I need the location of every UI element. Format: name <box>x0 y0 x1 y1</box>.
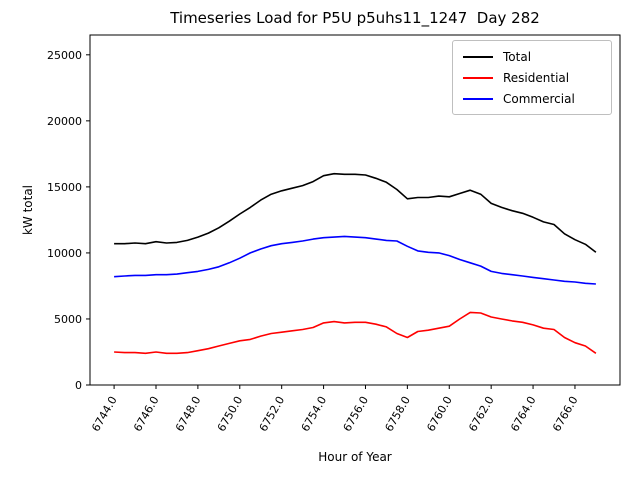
legend-item-total: Total <box>463 46 601 67</box>
y-tick-label: 15000 <box>47 181 82 194</box>
legend-label-commercial: Commercial <box>503 91 575 106</box>
series-line-commercial <box>114 235 596 285</box>
x-tick-label: 6750.0 <box>215 394 246 434</box>
y-tick-label: 5000 <box>54 313 82 326</box>
x-axis-label: Hour of Year <box>318 450 392 464</box>
y-tick-label: 25000 <box>47 49 82 62</box>
legend-label-residential: Residential <box>503 70 570 85</box>
y-tick-label: 0 <box>75 379 82 392</box>
x-tick-label: 6746.0 <box>131 394 162 434</box>
commercial-line-swatch <box>463 97 493 100</box>
series-line-residential <box>114 311 597 355</box>
axes-frame <box>89 34 621 386</box>
x-tick-label: 6758.0 <box>382 394 413 434</box>
total-line-swatch <box>463 55 493 58</box>
legend-label-total: Total <box>503 49 532 64</box>
x-tick-label: 6748.0 <box>173 394 204 434</box>
x-tick-label: 6762.0 <box>466 394 497 434</box>
x-tick-label: 6760.0 <box>424 394 455 434</box>
chart-title: Timeseries Load for P5U p5uhs11_1247 Day… <box>170 9 540 27</box>
y-tick-label: 10000 <box>47 247 82 260</box>
x-tick-label: 6744.0 <box>89 394 120 434</box>
y-tick-label: 20000 <box>47 115 82 128</box>
x-tick-label: 6756.0 <box>341 394 372 434</box>
x-tick-label: 6766.0 <box>550 394 581 434</box>
legend-item-commercial: Commercial <box>463 88 601 109</box>
legend-item-residential: Residential <box>463 67 601 88</box>
series-line-total <box>114 172 597 253</box>
y-axis-label: kW total <box>21 184 35 236</box>
legend: Total Residential Commercial <box>452 40 612 115</box>
residential-line-swatch <box>463 76 493 79</box>
x-tick-label: 6754.0 <box>299 394 330 434</box>
x-tick-label: 6764.0 <box>508 394 539 434</box>
x-tick-label: 6752.0 <box>257 394 288 434</box>
